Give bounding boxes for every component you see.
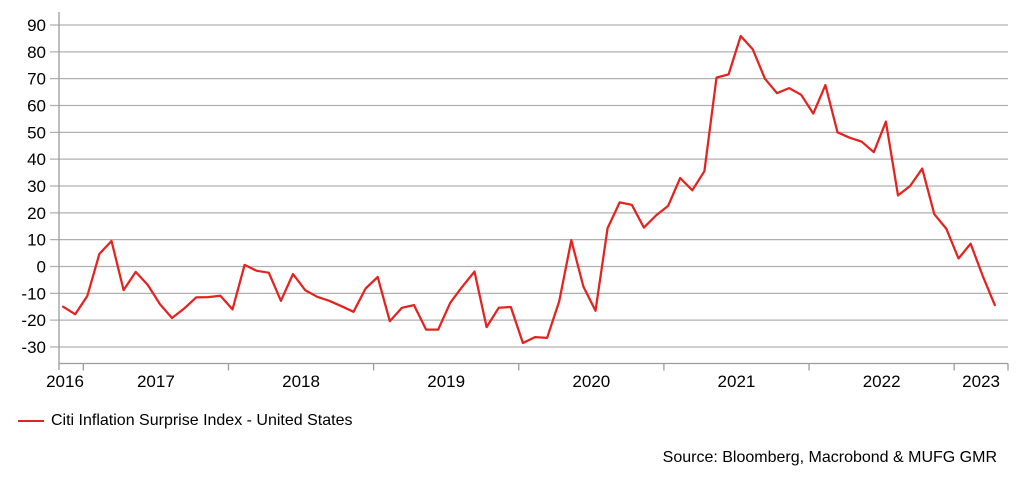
x-tick-label: 2017 xyxy=(137,372,175,391)
line-chart: 90 80 70 60 50 40 30 20 10 0 -10 -20 -30 2016 2017 2018… xyxy=(21,12,1009,391)
y-tick-label: 60 xyxy=(27,97,46,116)
y-tick-label: 50 xyxy=(27,123,46,142)
x-tick-label: 2019 xyxy=(427,372,465,391)
source-note: Source: Bloomberg, Macrobond & MUFG GMR xyxy=(662,449,997,466)
x-tick-label: 2020 xyxy=(572,372,610,391)
legend-label: Citi Inflation Surprise Index - United S… xyxy=(51,412,353,429)
y-tick-label: -30 xyxy=(21,338,46,357)
x-tick-label: 2023 xyxy=(962,372,1000,391)
legend-line-swatch xyxy=(18,420,44,422)
y-tick-label: 10 xyxy=(27,231,46,250)
y-tick-label: 70 xyxy=(27,70,46,89)
series-line xyxy=(61,34,996,345)
y-tick-label: 90 xyxy=(27,16,46,35)
y-tick-label: -10 xyxy=(21,284,46,303)
y-tick-label: 40 xyxy=(27,150,46,169)
y-tick-label: 30 xyxy=(27,177,46,196)
x-tick-label: 2018 xyxy=(282,372,320,391)
y-tick-label: -20 xyxy=(21,311,46,330)
x-tick-label: 2021 xyxy=(718,372,756,391)
y-tick-label: 80 xyxy=(27,43,46,62)
y-tick-label: 0 xyxy=(37,258,46,277)
x-tick-label: 2022 xyxy=(863,372,901,391)
x-tick-label: 2016 xyxy=(46,372,84,391)
legend: Citi Inflation Surprise Index - United S… xyxy=(18,412,352,430)
y-tick-label: 20 xyxy=(27,204,46,223)
